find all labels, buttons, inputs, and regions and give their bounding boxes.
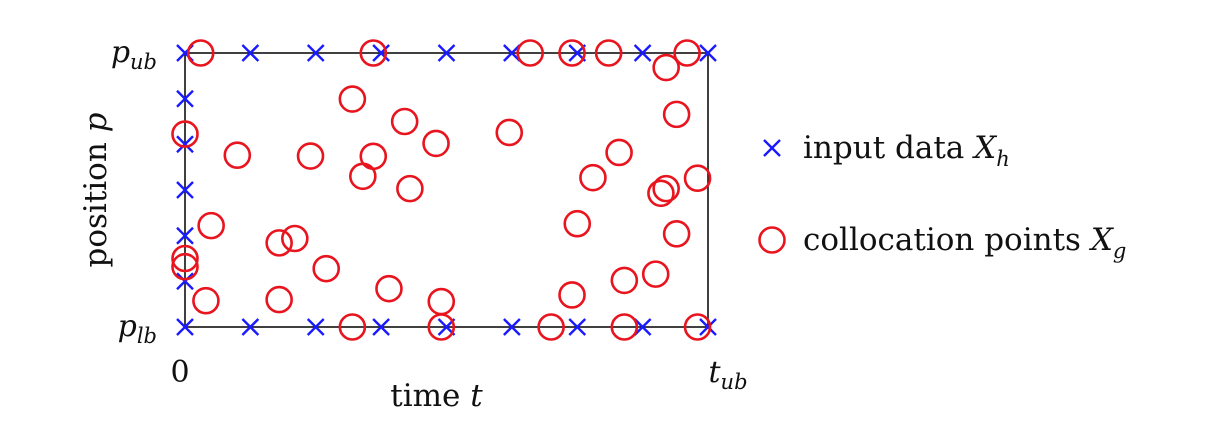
circle-marker <box>652 174 680 203</box>
plot-area <box>171 39 717 341</box>
legend-cross-marker <box>763 139 781 157</box>
cross-marker <box>176 226 194 245</box>
circle-marker <box>349 162 377 191</box>
cross-marker <box>176 181 194 199</box>
circle-marker <box>312 254 341 283</box>
legend-label: input data Xh <box>803 130 1010 171</box>
legend-circle-marker <box>758 226 786 254</box>
cross-marker <box>176 89 194 108</box>
cross-marker <box>306 44 325 62</box>
circle-marker <box>610 266 639 295</box>
circle-marker <box>495 118 524 147</box>
circle-marker <box>683 313 712 341</box>
circle-marker <box>610 313 639 341</box>
axes: plb pub 0 tub time t position p <box>78 35 748 414</box>
circle-marker <box>563 209 592 238</box>
circle-marker <box>186 39 215 67</box>
circle-marker <box>427 313 456 341</box>
circle-marker <box>516 39 544 67</box>
circle-marker <box>647 179 675 208</box>
y-tick-label: pub <box>111 35 157 74</box>
circle-marker <box>673 39 701 67</box>
circle-marker <box>652 53 680 82</box>
cross-marker <box>699 318 717 336</box>
cross-marker <box>241 318 260 336</box>
circle-marker <box>223 141 252 170</box>
cross-marker <box>306 318 325 336</box>
circle-marker <box>338 85 367 113</box>
circle-marker <box>265 229 293 257</box>
circle-marker <box>375 274 403 303</box>
circle-marker <box>396 174 424 203</box>
cross-marker <box>699 44 717 62</box>
circle-marker <box>579 163 607 192</box>
legend-label: collocation points Xg <box>803 222 1126 263</box>
circle-marker <box>296 142 325 170</box>
circle-marker <box>683 164 712 193</box>
circle-marker <box>281 224 309 253</box>
legend-entry: collocation points Xg <box>758 222 1126 263</box>
circle-marker <box>390 107 419 136</box>
circle-marker <box>171 252 199 281</box>
circle-marker <box>171 120 199 148</box>
cross-marker <box>503 44 521 62</box>
cross-marker <box>437 44 456 62</box>
x-tick-label: tub <box>708 355 747 394</box>
circle-marker <box>641 260 670 288</box>
cross-marker <box>176 135 194 154</box>
cross-marker <box>503 318 521 336</box>
circle-marker <box>171 244 199 273</box>
circle-marker <box>662 100 691 129</box>
cross-marker <box>633 44 652 62</box>
y-tick-label: plb <box>118 309 157 348</box>
circle-marker <box>662 220 691 248</box>
circle-marker <box>537 313 565 341</box>
cross-marker <box>176 272 194 291</box>
y-axis-label: position p <box>78 112 114 267</box>
circle-marker <box>427 287 456 316</box>
circle-marker <box>558 39 586 67</box>
circle-marker <box>605 138 633 167</box>
circle-marker <box>558 281 586 309</box>
legend-entry: input data Xh <box>763 130 1010 171</box>
legend: input data Xh collocation points Xg <box>758 130 1126 263</box>
cross-marker <box>372 318 390 336</box>
cross-marker <box>568 318 587 336</box>
circle-marker <box>192 286 220 315</box>
circle-marker <box>359 39 388 67</box>
cross-marker <box>176 318 194 336</box>
circle-marker <box>265 285 293 314</box>
circle-marker <box>594 39 623 67</box>
x-axis-label: time t <box>390 378 483 414</box>
plot-frame <box>184 52 709 328</box>
cross-marker <box>241 44 260 62</box>
circle-marker <box>422 129 450 158</box>
x-tick-label: 0 <box>170 355 189 390</box>
cross-marker <box>633 318 652 336</box>
series-collocation-points <box>171 39 712 341</box>
circle-marker <box>197 211 225 240</box>
cross-marker <box>372 44 390 62</box>
circle-marker <box>338 313 367 341</box>
